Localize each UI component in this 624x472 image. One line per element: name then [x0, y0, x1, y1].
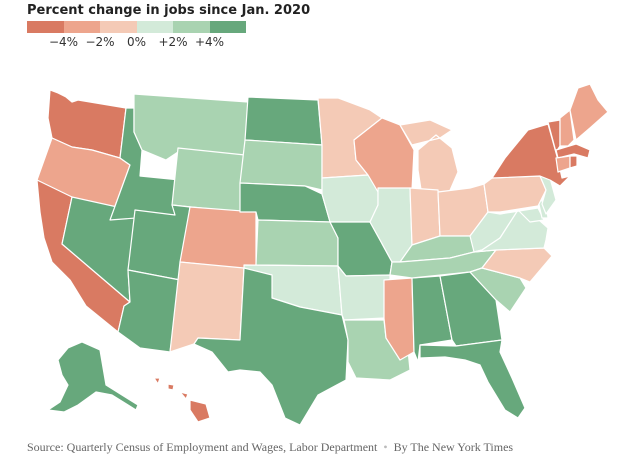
- legend-label: +4%: [194, 35, 225, 49]
- state-pa: [483, 175, 547, 213]
- state-me: [569, 83, 609, 141]
- state-ny: [491, 123, 571, 187]
- legend-swatch: [136, 21, 173, 33]
- source-line: Source: Quarterly Census of Employment a…: [27, 440, 513, 455]
- state-hi: [153, 377, 211, 423]
- legend-swatch: [63, 21, 100, 33]
- legend-swatch: [173, 21, 210, 33]
- legend-swatch: [100, 21, 137, 33]
- state-ct: [555, 155, 571, 173]
- credit-note: By The New York Times: [393, 440, 514, 454]
- source-note: Source: Quarterly Census of Employment a…: [27, 440, 378, 454]
- state-mi: [399, 119, 459, 197]
- map-title: Percent change in jobs since Jan. 2020: [27, 3, 311, 18]
- legend-swatch: [209, 21, 246, 33]
- us-choropleth-map: [36, 83, 609, 426]
- state-ks: [255, 219, 339, 267]
- state-tx: [193, 267, 349, 426]
- legend-swatch: [27, 21, 64, 33]
- state-md: [499, 207, 545, 223]
- legend-label: −2%: [85, 35, 115, 49]
- state-co: [179, 206, 257, 271]
- state-nd: [244, 96, 323, 146]
- state-ak: [47, 341, 139, 413]
- legend: −4% −2% 0% +2% +4%: [27, 21, 246, 51]
- separator-dot: •: [383, 440, 388, 454]
- state-nh: [559, 109, 575, 147]
- legend-labels: −4% −2% 0% +2% +4%: [27, 33, 246, 51]
- state-ia: [321, 174, 379, 223]
- legend-label: 0%: [126, 35, 147, 49]
- legend-color-scale: [27, 21, 246, 33]
- state-sd: [239, 139, 323, 191]
- legend-label: −4%: [48, 35, 79, 49]
- state-fl: [419, 339, 526, 419]
- legend-label: +2%: [158, 35, 188, 49]
- state-wy: [171, 147, 246, 213]
- state-ri: [569, 155, 578, 169]
- state-in: [409, 187, 441, 246]
